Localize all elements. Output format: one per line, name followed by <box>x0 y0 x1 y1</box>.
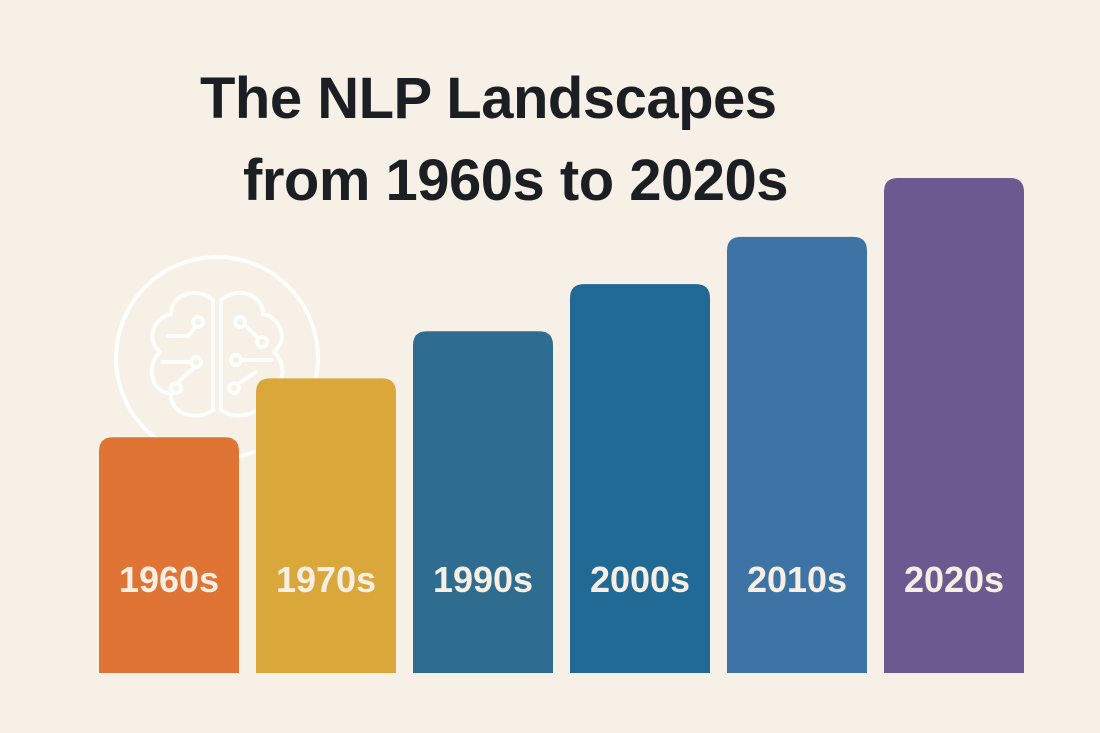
chart-title-line-2: from 1960s to 2020s <box>243 148 789 213</box>
bar-label-2020s: 2020s <box>904 559 1004 600</box>
bar-1990s <box>413 331 553 673</box>
bar-2010s <box>727 236 867 673</box>
bar-1960s <box>99 437 239 673</box>
bar-2020s <box>884 178 1024 673</box>
chart-title-line-1: The NLP Landscapes <box>200 66 777 131</box>
bar-2000s <box>570 284 710 673</box>
bar-label-1960s: 1960s <box>119 559 219 600</box>
bar-label-1970s: 1970s <box>276 559 376 600</box>
bar-label-2010s: 2010s <box>747 559 847 600</box>
bar-label-2000s: 2000s <box>590 559 690 600</box>
bars-group: 1960s 1970s 1990s 2000s 2010s 2020s <box>99 178 1024 673</box>
brain-circuit-icon <box>114 255 320 461</box>
bar-1970s <box>256 378 396 673</box>
bar-label-1990s: 1990s <box>433 559 533 600</box>
